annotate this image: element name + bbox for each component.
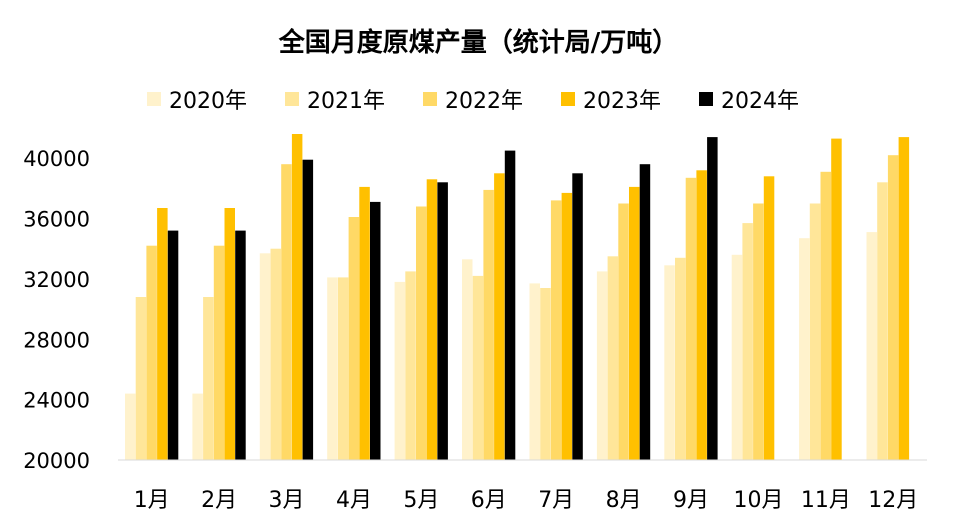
- bar: [639, 164, 651, 460]
- chart-title: 全国月度原煤产量（统计局/万吨）: [278, 28, 679, 58]
- legend: 2020年 2021年 2022年 2023年 2024年: [147, 84, 799, 114]
- bar: [866, 232, 877, 460]
- bar: [135, 297, 147, 460]
- bar: [337, 277, 349, 460]
- bar: [281, 164, 292, 460]
- bar: [763, 176, 775, 461]
- bar: [820, 171, 831, 461]
- y-tick-label: 40000: [23, 147, 90, 171]
- x-tick-label: 12月: [868, 488, 918, 513]
- x-tick-label: 3月: [269, 488, 305, 513]
- legend-label-2024: 2024年: [721, 89, 799, 114]
- bar: [572, 173, 583, 461]
- bar: [167, 230, 179, 460]
- bar: [550, 200, 562, 460]
- bar: [664, 265, 675, 460]
- bar: [437, 182, 448, 461]
- bar: [235, 230, 246, 460]
- bar: [753, 203, 764, 460]
- bar: [831, 138, 842, 460]
- bar: [157, 208, 168, 460]
- legend-swatch-2020: [147, 92, 161, 106]
- legend-label-2021: 2021年: [307, 89, 385, 114]
- bar: [540, 288, 551, 460]
- bar: [809, 203, 821, 460]
- bar: [494, 173, 505, 461]
- x-tick-label: 10月: [734, 488, 784, 513]
- y-tick-label: 24000: [23, 389, 90, 413]
- bar: [370, 201, 381, 460]
- bar: [146, 245, 157, 460]
- bar: [270, 248, 281, 460]
- legend-item-2022: 2022年: [423, 83, 523, 115]
- bar: [394, 281, 406, 460]
- bar: [348, 217, 360, 460]
- bar: [462, 259, 473, 460]
- legend-item-2024: 2024年: [699, 83, 799, 115]
- y-tick-label: 36000: [23, 208, 90, 232]
- legend-swatch-2022: [423, 92, 437, 106]
- bar: [607, 256, 619, 460]
- bar: [472, 275, 484, 460]
- legend-swatch-2024: [699, 92, 713, 106]
- bar: [675, 257, 686, 460]
- legend-label-2022: 2022年: [445, 89, 523, 114]
- legend-item-2023: 2023年: [561, 83, 661, 115]
- bar: [359, 186, 370, 460]
- bar: [887, 155, 899, 460]
- bar: [259, 253, 271, 460]
- x-tick-label: 8月: [606, 488, 642, 513]
- legend-label-2023: 2023年: [583, 89, 661, 114]
- bar: [405, 271, 416, 460]
- bar: [125, 393, 136, 460]
- bar: [685, 177, 697, 461]
- bar: [302, 159, 314, 460]
- bar: [742, 223, 753, 460]
- bar: [731, 254, 743, 460]
- bar: [707, 137, 718, 460]
- bar: [483, 189, 494, 460]
- bar: [596, 271, 608, 460]
- x-tick-label: 5月: [403, 488, 439, 513]
- bar: [629, 186, 640, 460]
- bar: [426, 179, 438, 461]
- bar: [291, 134, 303, 460]
- x-tick-label: 9月: [673, 488, 709, 513]
- y-tick-label: 20000: [23, 449, 90, 473]
- bar: [224, 208, 235, 460]
- x-tick-label: 2月: [201, 488, 237, 513]
- x-tick-label: 6月: [471, 488, 507, 513]
- bar: [799, 238, 810, 460]
- x-tick-label: 4月: [336, 488, 372, 513]
- x-tick-label: 7月: [538, 488, 574, 513]
- bar: [696, 170, 707, 461]
- bar: [416, 206, 427, 460]
- bar: [203, 297, 214, 460]
- bar: [213, 245, 225, 460]
- bar: [529, 283, 540, 460]
- bar: [618, 203, 629, 460]
- bar: [327, 277, 338, 460]
- legend-item-2020: 2020年: [147, 83, 247, 115]
- legend-item-2021: 2021年: [285, 83, 385, 115]
- y-tick-label: 32000: [23, 268, 90, 292]
- x-tick-label: 1月: [134, 488, 170, 513]
- legend-swatch-2021: [285, 92, 299, 106]
- bar: [504, 150, 516, 460]
- bar: [898, 137, 910, 460]
- legend-swatch-2023: [561, 92, 575, 106]
- legend-label-2020: 2020年: [169, 89, 247, 114]
- bar: [877, 182, 888, 461]
- x-tick-label: 11月: [801, 488, 851, 513]
- bar: [561, 192, 573, 460]
- y-tick-label: 28000: [23, 328, 90, 352]
- bar: [192, 393, 203, 460]
